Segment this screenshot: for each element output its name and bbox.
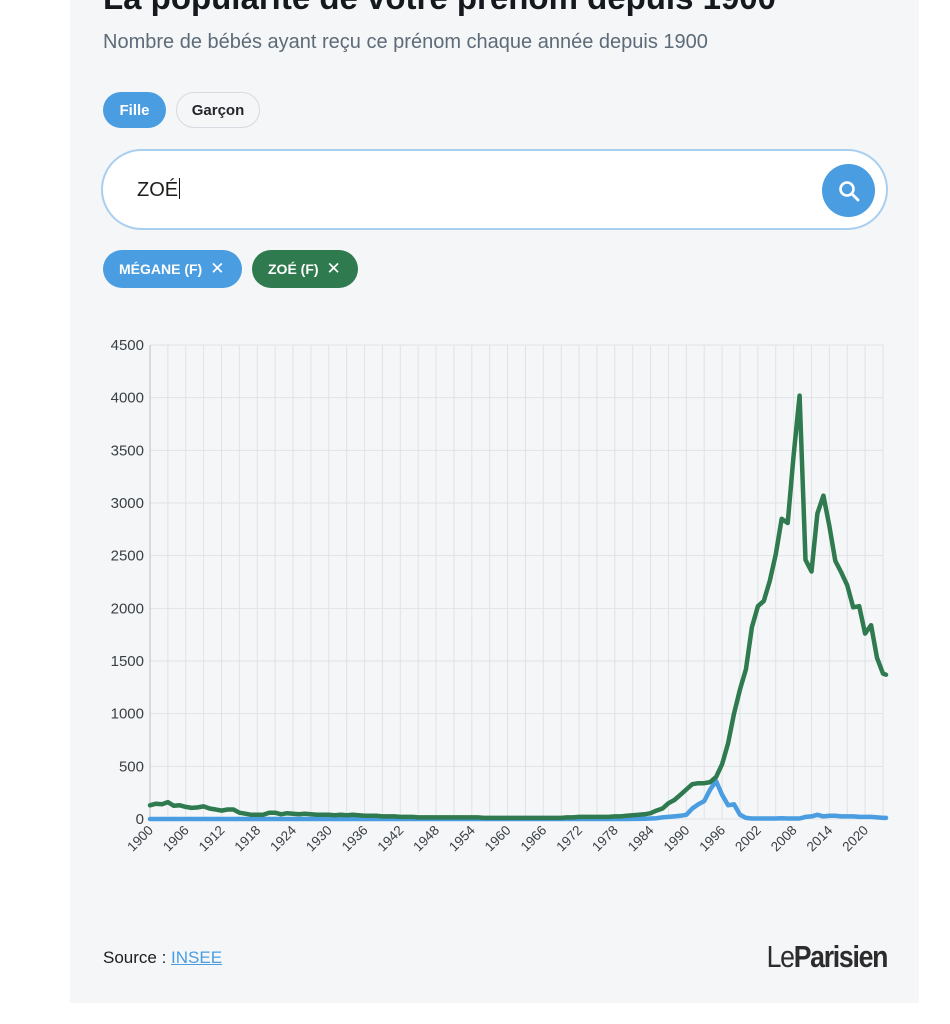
text-caret bbox=[179, 178, 181, 199]
x-tick-label: 2020 bbox=[839, 823, 871, 855]
le-parisien-logo: LeParisien bbox=[766, 939, 889, 975]
x-tick-label: 1978 bbox=[589, 823, 621, 855]
x-tick-label: 2002 bbox=[732, 823, 764, 855]
close-icon[interactable]: ✕ bbox=[326, 259, 341, 278]
x-tick-label: 1960 bbox=[482, 823, 514, 855]
y-tick-label: 0 bbox=[136, 811, 144, 828]
x-tick-label: 1918 bbox=[232, 823, 264, 855]
x-tick-label: 1906 bbox=[160, 823, 192, 855]
x-tick-label: 1912 bbox=[196, 823, 228, 855]
chip-label: ZOÉ (F) bbox=[268, 261, 319, 277]
toggle-garcon-button[interactable]: Garçon bbox=[176, 92, 260, 128]
selected-name-chip-zoe: ZOÉ (F) ✕ bbox=[252, 250, 358, 288]
series-line bbox=[147, 778, 889, 822]
x-tick-label: 1966 bbox=[518, 823, 550, 855]
source-label: Source : bbox=[103, 948, 172, 967]
x-tick-label: 1924 bbox=[267, 822, 299, 854]
line-chart: 0 500 1000 1500 2000 2500 3000 3500 4000 4500 1900… bbox=[111, 337, 889, 855]
x-tick-label: 1942 bbox=[375, 823, 407, 855]
search-input-value[interactable]: ZOÉ bbox=[137, 178, 181, 201]
y-tick-label: 2500 bbox=[111, 548, 144, 565]
page-subtitle: Nombre de bébés ayant reçu ce prénom cha… bbox=[103, 31, 708, 53]
search-icon bbox=[838, 180, 859, 201]
y-tick-label: 1000 bbox=[111, 706, 144, 723]
y-tick-label: 3000 bbox=[111, 495, 144, 512]
x-tick-label: 1954 bbox=[446, 822, 478, 854]
y-tick-label: 4000 bbox=[111, 390, 144, 407]
x-tick-label: 1936 bbox=[339, 823, 371, 855]
x-tick-label: 1930 bbox=[303, 823, 335, 855]
logo-text-le: Le bbox=[766, 939, 795, 974]
logo-text-parisien: Parisien bbox=[793, 939, 889, 974]
y-tick-label: 500 bbox=[119, 758, 144, 775]
x-tick-label: 1996 bbox=[696, 823, 728, 855]
page-title: La popularité de votre prénom depuis 190… bbox=[103, 0, 776, 17]
source-note: Source : INSEE bbox=[103, 948, 222, 968]
x-tick-label: 1972 bbox=[553, 823, 585, 855]
x-tick-label: 1948 bbox=[410, 823, 442, 855]
toggle-fille-button[interactable]: Fille bbox=[103, 92, 166, 128]
x-tick-label: 2014 bbox=[804, 822, 836, 854]
series-line bbox=[147, 393, 889, 821]
y-tick-label: 1500 bbox=[111, 653, 144, 670]
x-tick-label: 2008 bbox=[768, 823, 800, 855]
x-tick-label: 1900 bbox=[124, 823, 156, 855]
y-tick-label: 2000 bbox=[111, 600, 144, 617]
y-tick-label: 4500 bbox=[111, 337, 144, 354]
x-tick-label: 1990 bbox=[661, 823, 693, 855]
close-icon[interactable]: ✕ bbox=[210, 259, 225, 278]
x-tick-label: 1984 bbox=[625, 822, 657, 854]
chip-label: MÉGANE (F) bbox=[119, 261, 203, 277]
source-link[interactable]: INSEE bbox=[171, 948, 223, 967]
y-tick-label: 3500 bbox=[111, 442, 144, 459]
search-input[interactable]: ZOÉ bbox=[101, 149, 888, 230]
search-button[interactable] bbox=[822, 164, 875, 217]
selected-name-chip-megane: MÉGANE (F) ✕ bbox=[103, 250, 242, 288]
